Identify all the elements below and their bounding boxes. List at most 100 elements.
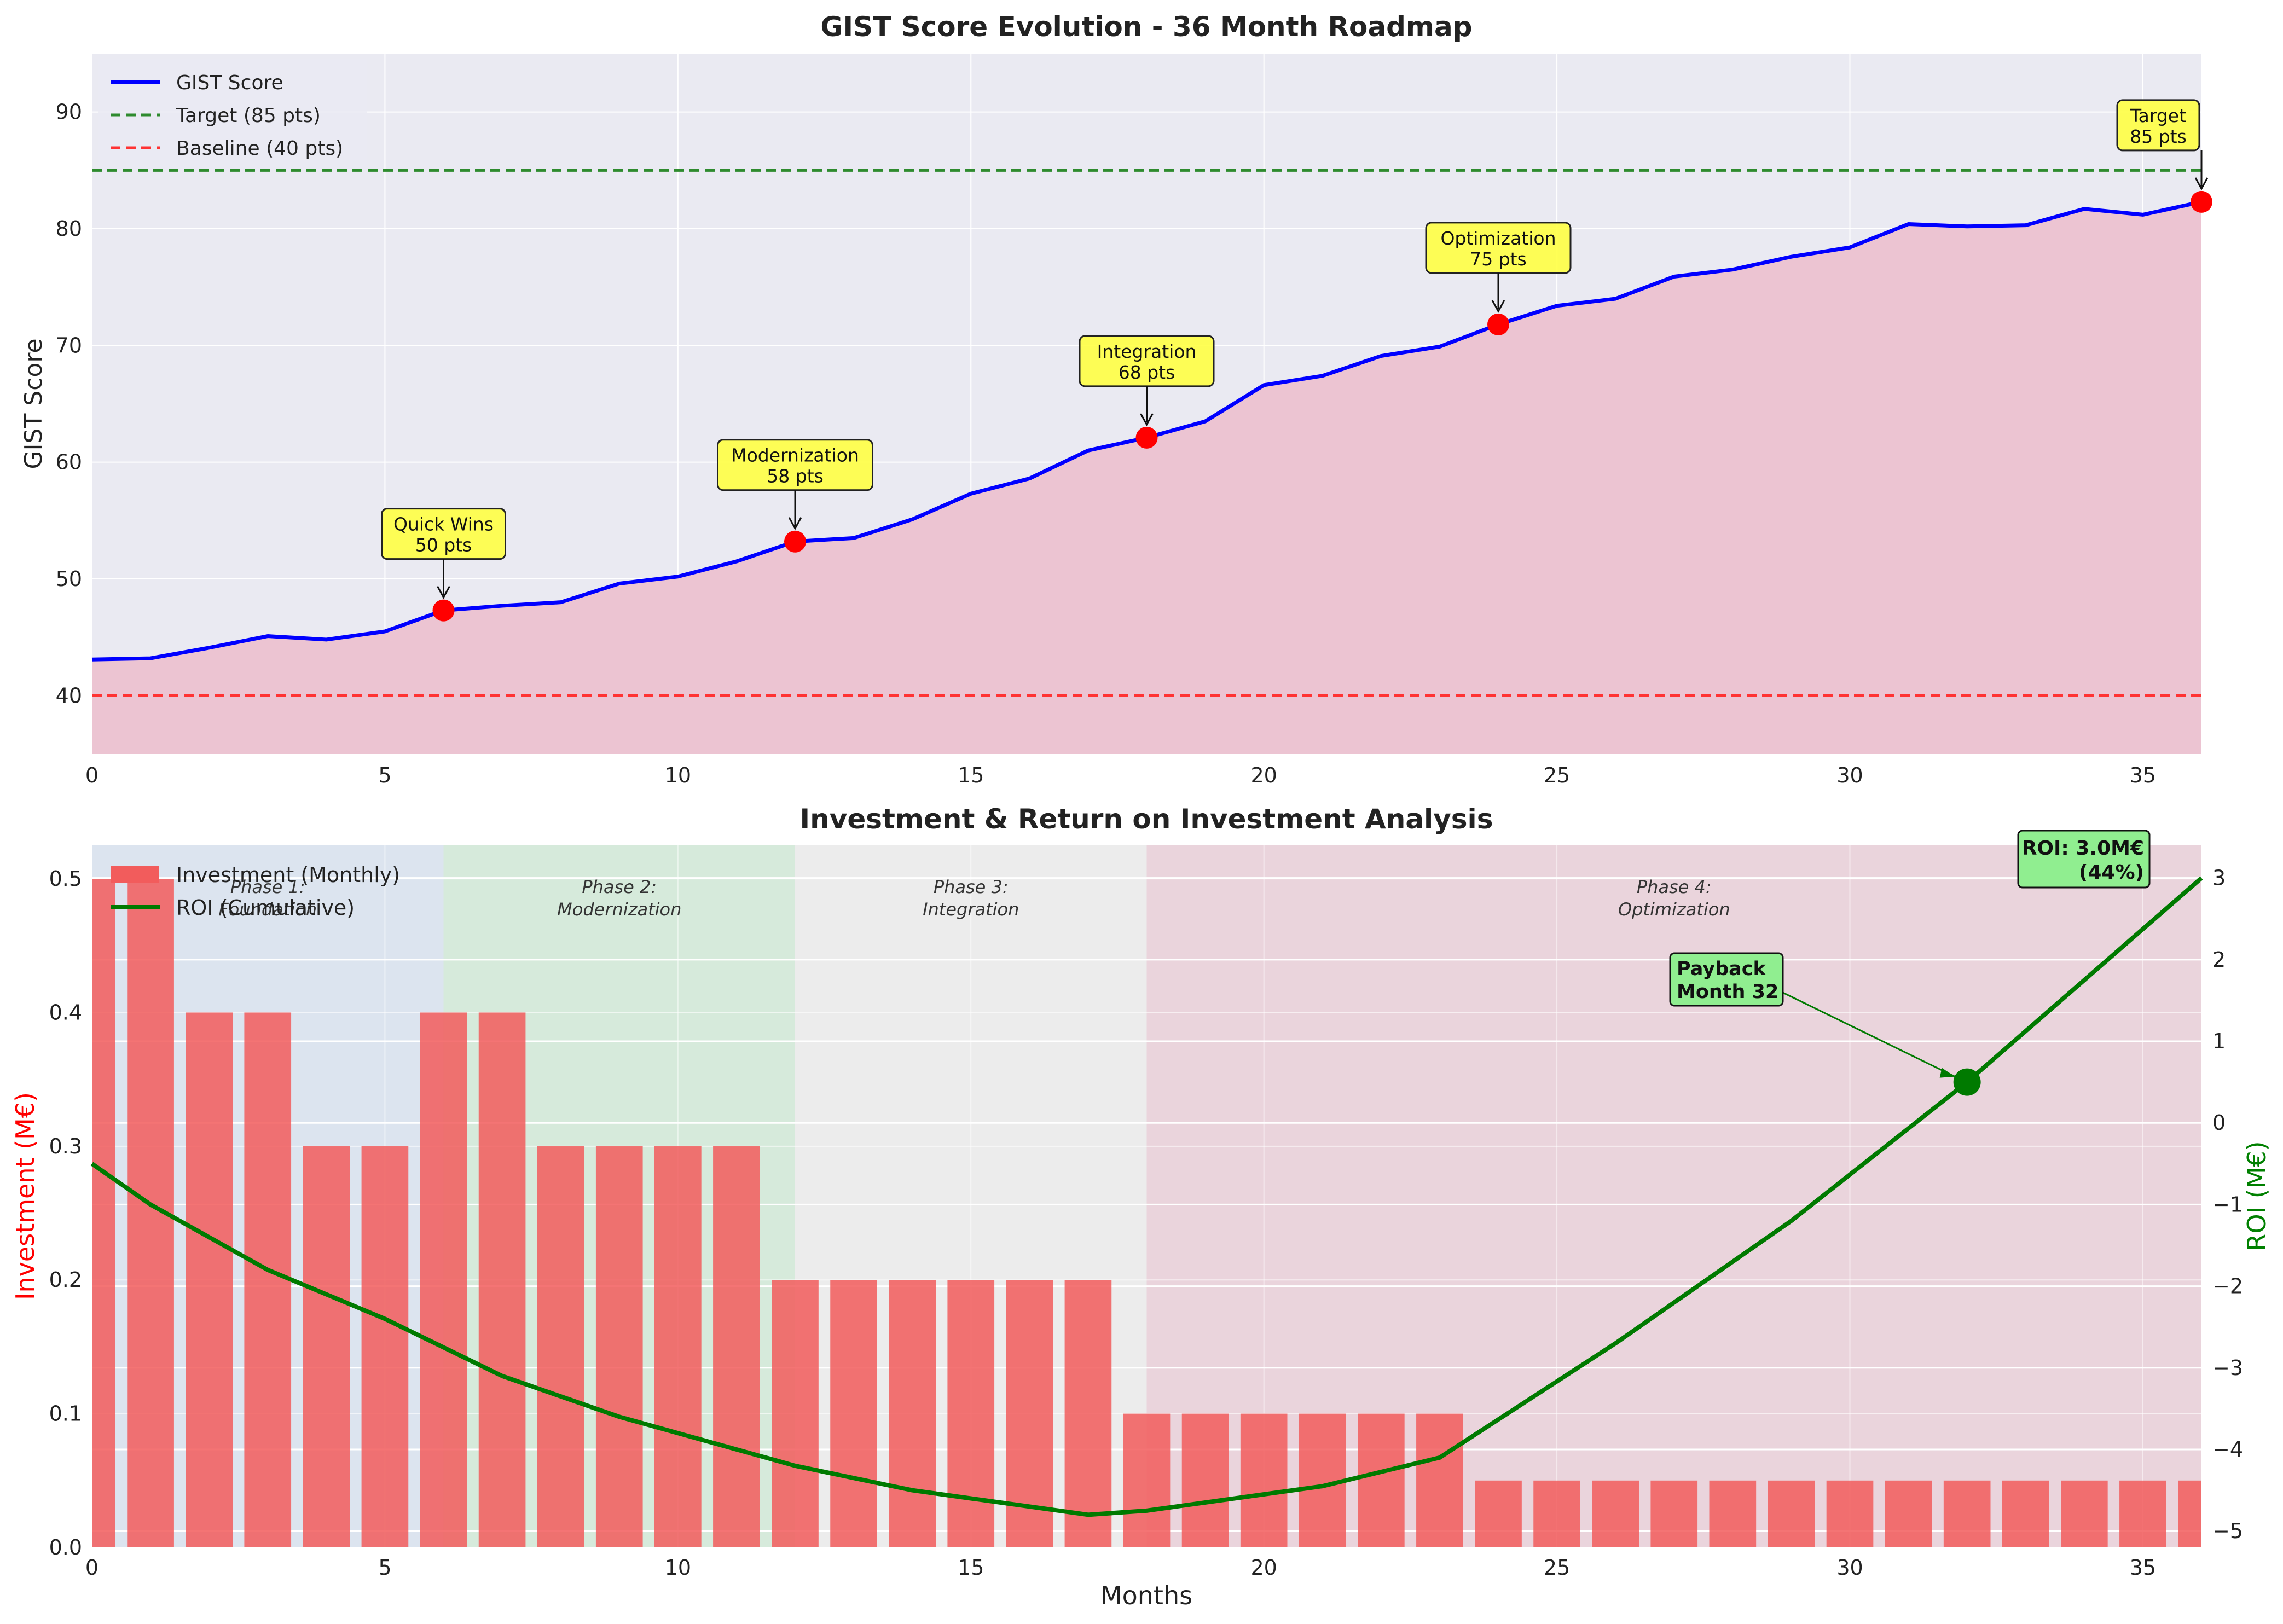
y-axis-label-right: ROI (M€) bbox=[2242, 1141, 2272, 1251]
x-tick-label: 0 bbox=[85, 763, 98, 787]
milestone-label: Optimization bbox=[1440, 228, 1556, 249]
legend-label-target: Target (85 pts) bbox=[176, 105, 321, 127]
investment-bar bbox=[1123, 1413, 1171, 1547]
investment-bar bbox=[2178, 1480, 2201, 1547]
investment-bar bbox=[1533, 1480, 1580, 1547]
x-axis-label: Months bbox=[1100, 1581, 1192, 1610]
roi-box-line2: (44%) bbox=[2079, 861, 2144, 884]
y-axis-label: GIST Score bbox=[20, 338, 48, 469]
payback-label: Payback bbox=[1677, 958, 1766, 980]
x-tick-label: 30 bbox=[1836, 763, 1863, 787]
chart-title: GIST Score Evolution - 36 Month Roadmap bbox=[820, 11, 1472, 43]
investment-bar bbox=[1240, 1413, 1288, 1547]
x-tick-label: 15 bbox=[958, 763, 984, 787]
y-tick-label: 80 bbox=[56, 217, 82, 241]
x-tick-label: 20 bbox=[1250, 1556, 1277, 1580]
x-tick-label: 20 bbox=[1250, 763, 1277, 787]
investment-bar bbox=[2002, 1480, 2049, 1547]
investment-bar bbox=[1943, 1480, 1991, 1547]
x-tick-label: 35 bbox=[2130, 763, 2156, 787]
y2-tick-label: 3 bbox=[2212, 866, 2226, 890]
legend: Investment (Monthly) ROI (Cumulative) bbox=[111, 863, 400, 920]
investment-bar bbox=[1475, 1480, 1522, 1547]
y2-tick-label: 2 bbox=[2212, 948, 2226, 972]
payback-arrowhead bbox=[1939, 1068, 1955, 1078]
investment-bar bbox=[1826, 1480, 1874, 1547]
investment-bar bbox=[889, 1280, 936, 1547]
legend-label-roi: ROI (Cumulative) bbox=[176, 896, 355, 920]
payback-month: Month 32 bbox=[1677, 981, 1778, 1003]
investment-bar bbox=[420, 1012, 467, 1547]
chart-title: Investment & Return on Investment Analys… bbox=[800, 803, 1493, 835]
y-tick-labels-right: −5 −4 −3 −2 −1 0 1 2 3 bbox=[2212, 866, 2243, 1543]
investment-roi-chart: Phase 1:Foundation Phase 2:Modernization P… bbox=[10, 803, 2272, 1610]
y-tick-labels: 40 50 60 70 80 90 bbox=[56, 100, 82, 708]
investment-bar bbox=[478, 1012, 526, 1547]
y-tick-label: 0.0 bbox=[49, 1535, 82, 1559]
x-tick-label: 10 bbox=[665, 1556, 691, 1580]
milestone-value: 75 pts bbox=[1470, 248, 1527, 270]
investment-bar bbox=[361, 1146, 409, 1547]
milestone-box bbox=[2116, 99, 2200, 152]
legend-label-baseline: Baseline (40 pts) bbox=[176, 137, 343, 160]
x-tick-label: 30 bbox=[1836, 1556, 1863, 1580]
area-fill bbox=[92, 201, 2201, 754]
x-tick-labels: 0 5 10 15 20 25 30 35 bbox=[85, 763, 2156, 787]
y2-tick-label: −1 bbox=[2212, 1192, 2243, 1216]
roi-box-bg bbox=[2017, 830, 2151, 889]
y-axis-label-left: Investment (M€) bbox=[10, 1092, 40, 1300]
phase-label-integration: Phase 3: bbox=[934, 877, 1009, 897]
legend-swatch-investment bbox=[111, 866, 159, 883]
payback-arrow bbox=[1782, 991, 1956, 1077]
investment-bar bbox=[1709, 1480, 1757, 1547]
phase-name-foundation: Foundation bbox=[218, 899, 317, 920]
milestone-label: Integration bbox=[1097, 341, 1197, 362]
investment-bar bbox=[303, 1146, 350, 1547]
y-tick-label: 0.3 bbox=[49, 1134, 82, 1158]
investment-bar bbox=[1416, 1413, 1463, 1547]
phase-label-optimization: Phase 4: bbox=[1637, 877, 1712, 897]
roi-summary-box: ROI: 3.0M€ (44%) bbox=[2017, 830, 2151, 889]
y2-tick-label: −3 bbox=[2212, 1356, 2243, 1380]
y-tick-label: 90 bbox=[56, 100, 82, 124]
series-line-roi bbox=[90, 876, 2203, 1517]
x-tick-label: 25 bbox=[1544, 763, 1570, 787]
x-tick-label: 5 bbox=[378, 763, 391, 787]
investment-bar bbox=[2119, 1480, 2166, 1547]
y2-tick-label: 1 bbox=[2212, 1029, 2226, 1053]
investment-bar bbox=[1181, 1413, 1229, 1547]
investment-bar bbox=[92, 879, 115, 1547]
milestone-label: Quick Wins bbox=[393, 514, 494, 535]
milestone-value: 58 pts bbox=[767, 466, 824, 487]
investment-bar bbox=[1064, 1280, 1112, 1547]
y-tick-label: 0.1 bbox=[49, 1402, 82, 1426]
y2-tick-label: −4 bbox=[2212, 1437, 2243, 1461]
investment-bar bbox=[713, 1146, 760, 1547]
investment-bar bbox=[1358, 1413, 1405, 1547]
x-tick-label: 5 bbox=[378, 1556, 391, 1580]
milestone-marker bbox=[432, 599, 455, 622]
x-tick-label: 25 bbox=[1544, 1556, 1570, 1580]
payback-box bbox=[1669, 952, 1784, 1007]
x-tick-label: 10 bbox=[665, 763, 691, 787]
investment-bar bbox=[2061, 1480, 2108, 1547]
payback-marker bbox=[1953, 1068, 1981, 1096]
y-tick-label: 50 bbox=[56, 567, 82, 591]
milestone-value: 68 pts bbox=[1119, 362, 1175, 383]
legend-label-investment: Investment (Monthly) bbox=[176, 863, 400, 887]
investment-bar bbox=[1650, 1480, 1698, 1547]
roi-box-line1: ROI: 3.0M€ bbox=[2022, 837, 2144, 860]
investment-bar bbox=[772, 1280, 819, 1547]
milestone-value: 85 pts bbox=[2130, 126, 2187, 147]
investment-bar bbox=[1885, 1480, 1932, 1547]
y2-tick-label: 0 bbox=[2212, 1111, 2226, 1135]
milestone-marker bbox=[784, 530, 806, 553]
milestone-marker bbox=[1487, 313, 1509, 335]
x-tick-labels: 0 5 10 15 20 25 30 35 bbox=[85, 1556, 2156, 1580]
x-tick-label: 0 bbox=[85, 1556, 98, 1580]
